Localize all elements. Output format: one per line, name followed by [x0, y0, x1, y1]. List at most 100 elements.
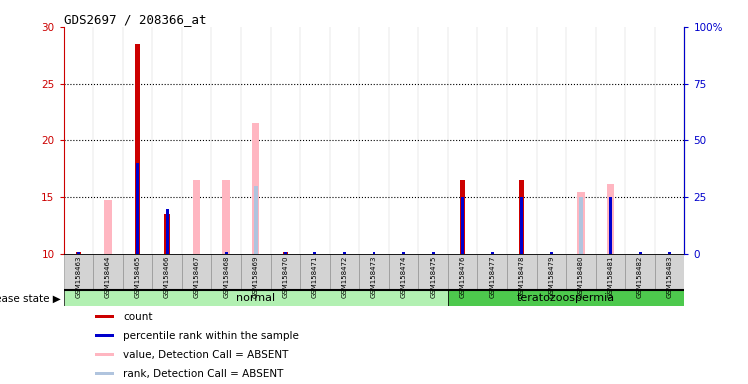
Text: normal: normal [236, 293, 275, 303]
Bar [182, 254, 212, 290]
Text: GSM158481: GSM158481 [607, 256, 613, 298]
Bar [448, 27, 477, 254]
Bar [418, 27, 448, 254]
Bar [519, 180, 524, 254]
Text: GSM158473: GSM158473 [371, 256, 377, 298]
Bar [271, 27, 300, 254]
Text: rank, Detection Call = ABSENT: rank, Detection Call = ABSENT [123, 369, 284, 379]
Bar [654, 27, 684, 254]
Bar [283, 252, 286, 254]
Bar [654, 254, 684, 290]
Bar [595, 27, 625, 254]
Bar [64, 27, 94, 254]
Bar [359, 27, 389, 254]
Bar [94, 254, 123, 290]
Bar [477, 254, 507, 290]
Bar [359, 254, 389, 290]
Bar [165, 209, 168, 254]
Bar [577, 192, 585, 254]
Bar [123, 254, 153, 290]
Bar [77, 252, 80, 254]
Bar [448, 254, 477, 290]
Bar [271, 254, 300, 290]
Bar [566, 27, 595, 254]
Bar [432, 252, 435, 254]
Bar [373, 252, 375, 254]
Text: GSM158469: GSM158469 [253, 256, 259, 298]
Bar [491, 252, 494, 254]
Bar [389, 254, 418, 290]
Bar [448, 290, 684, 306]
Bar [389, 27, 418, 254]
Text: GSM158474: GSM158474 [401, 256, 407, 298]
Text: GSM158472: GSM158472 [341, 256, 347, 298]
Bar [76, 252, 81, 254]
Bar [224, 252, 227, 254]
Text: percentile rank within the sample: percentile rank within the sample [123, 331, 299, 341]
Bar [477, 27, 507, 254]
Bar [521, 197, 524, 254]
Bar [607, 184, 614, 254]
Text: GSM158466: GSM158466 [164, 256, 170, 298]
Bar [64, 290, 448, 306]
Bar [313, 252, 316, 254]
Text: GSM158468: GSM158468 [223, 256, 229, 298]
Text: GSM158471: GSM158471 [312, 256, 318, 298]
Text: GSM158480: GSM158480 [578, 256, 584, 298]
Bar [252, 123, 260, 254]
Bar [609, 197, 612, 254]
Bar [460, 180, 465, 254]
Text: GSM158463: GSM158463 [76, 256, 82, 298]
Bar [94, 353, 114, 356]
Bar [536, 254, 566, 290]
Text: GSM158475: GSM158475 [430, 256, 436, 298]
Bar [625, 254, 654, 290]
Text: GSM158464: GSM158464 [105, 256, 111, 298]
Text: GSM158478: GSM158478 [519, 256, 525, 298]
Bar [182, 27, 212, 254]
Bar [94, 372, 114, 375]
Bar [94, 334, 114, 338]
Bar [254, 186, 258, 254]
Bar [507, 27, 536, 254]
Bar [212, 254, 241, 290]
Bar [135, 44, 140, 254]
Bar [566, 254, 595, 290]
Bar [595, 254, 625, 290]
Bar [222, 180, 230, 254]
Bar [536, 27, 566, 254]
Bar [639, 252, 642, 254]
Bar [418, 254, 448, 290]
Text: GSM158467: GSM158467 [194, 256, 200, 298]
Text: GSM158483: GSM158483 [666, 256, 672, 298]
Text: GSM158482: GSM158482 [637, 256, 643, 298]
Bar [668, 252, 671, 254]
Bar [193, 180, 200, 254]
Bar [283, 252, 288, 254]
Bar [241, 254, 271, 290]
Bar [165, 214, 170, 254]
Bar [94, 27, 123, 254]
Text: disease state ▶: disease state ▶ [0, 293, 61, 303]
Bar [330, 254, 359, 290]
Text: GSM158470: GSM158470 [282, 256, 288, 298]
Bar [330, 27, 359, 254]
Bar [402, 252, 405, 254]
Bar [300, 27, 330, 254]
Bar [136, 163, 139, 254]
Text: teratozoospermia: teratozoospermia [517, 293, 615, 303]
Bar [507, 254, 536, 290]
Text: GSM158476: GSM158476 [460, 256, 466, 298]
Text: GDS2697 / 208366_at: GDS2697 / 208366_at [64, 13, 206, 26]
Bar [153, 27, 182, 254]
Bar [64, 254, 94, 290]
Bar [94, 315, 114, 318]
Text: GSM158465: GSM158465 [135, 256, 141, 298]
Bar [241, 27, 271, 254]
Text: GSM158479: GSM158479 [548, 256, 554, 298]
Text: count: count [123, 312, 153, 322]
Bar [579, 197, 583, 254]
Bar [625, 27, 654, 254]
Text: value, Detection Call = ABSENT: value, Detection Call = ABSENT [123, 350, 289, 360]
Bar [212, 27, 241, 254]
